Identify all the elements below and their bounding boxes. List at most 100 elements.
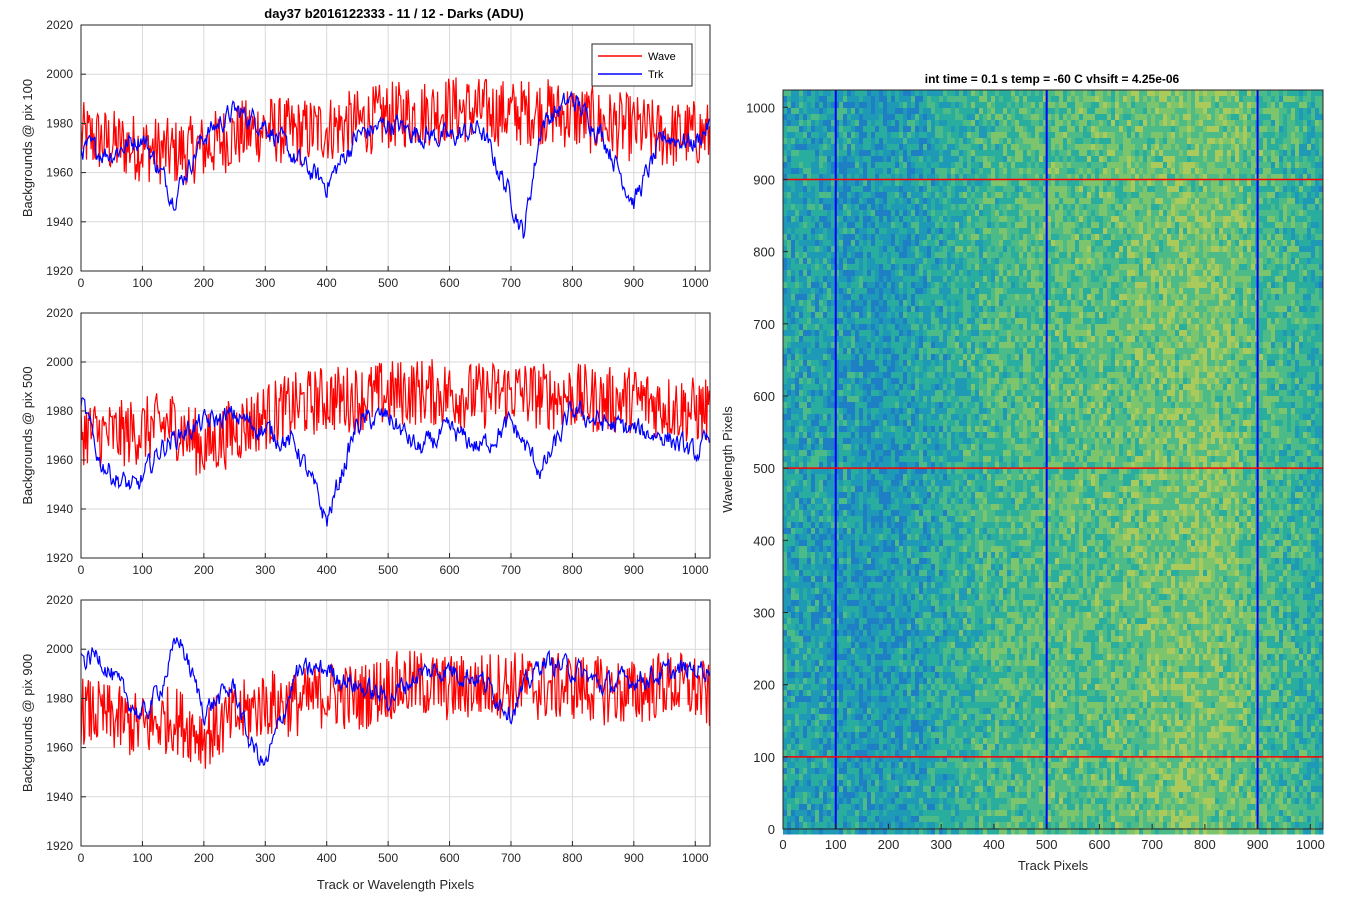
axes-box	[80, 24, 711, 272]
heatmap-y-axis-label: Wavelength Pixels	[720, 406, 735, 513]
x-tick-label: 400	[317, 276, 337, 290]
heatmap-x-tick-label: 800	[1194, 837, 1216, 852]
series-line-trk	[81, 90, 710, 239]
x-tick-label: 100	[132, 851, 152, 865]
legend: Wave Trk	[591, 43, 693, 87]
y-tick-label: 2000	[46, 67, 73, 81]
line-panels: 0 100 200 300 400 500 600 700 800 900 100019201940…	[20, 18, 711, 892]
plot-area	[81, 600, 710, 846]
y-tick-label: 2020	[46, 306, 73, 320]
series-line-wave	[81, 77, 710, 185]
y-tick-label: 1920	[46, 551, 73, 565]
heatmap-image	[783, 90, 1324, 835]
heatmap-x-tick-label: 600	[1089, 837, 1111, 852]
heatmap-x-tick-label: 900	[1247, 837, 1269, 852]
x-tick-label: 700	[501, 851, 521, 865]
axes-box	[80, 599, 711, 847]
y-tick-label: 1920	[46, 839, 73, 853]
x-tick-label: 800	[562, 563, 582, 577]
y-tick-label: 1980	[46, 116, 73, 130]
x-tick-label: 700	[501, 563, 521, 577]
heatmap-y-tick-label: 400	[753, 533, 775, 548]
y-tick-label: 2020	[46, 593, 73, 607]
heatmap-y-tick-label: 200	[753, 678, 775, 693]
x-tick-label: 200	[194, 851, 214, 865]
y-axis-label: Backgrounds @ pix 500	[20, 366, 35, 504]
heatmap-panel: int time = 0.1 s temp = -60 C vhsift = 4…	[720, 72, 1325, 873]
y-tick-label: 1920	[46, 264, 73, 278]
y-tick-label: 1980	[46, 691, 73, 705]
x-tick-label: 1000	[682, 276, 709, 290]
x-tick-label: 100	[132, 563, 152, 577]
series-line-trk	[81, 637, 710, 766]
x-tick-label: 900	[624, 276, 644, 290]
x-tick-label: 300	[255, 276, 275, 290]
y-axis-label: Backgrounds @ pix 900	[20, 654, 35, 792]
heatmap-x-tick-label: 1000	[1296, 837, 1325, 852]
heatmap-x-tick-label: 0	[779, 837, 786, 852]
heatmap-x-tick-label: 300	[930, 837, 952, 852]
x-tick-label: 800	[562, 851, 582, 865]
x-tick-label: 0	[78, 851, 85, 865]
x-tick-label: 200	[194, 276, 214, 290]
heatmap-y-tick-label: 500	[753, 461, 775, 476]
legend-label-trk: Trk	[648, 69, 664, 81]
x-tick-label: 200	[194, 563, 214, 577]
x-tick-label: 1000	[682, 851, 709, 865]
x-tick-label: 1000	[682, 563, 709, 577]
heatmap-y-tick-label: 0	[768, 822, 775, 837]
y-tick-label: 1960	[46, 453, 73, 467]
x-tick-label: 500	[378, 276, 398, 290]
x-tick-label: 0	[78, 563, 85, 577]
y-tick-label: 1940	[46, 790, 73, 804]
x-tick-label: 500	[378, 851, 398, 865]
line-panel-3: 0 100 200 300 400 500 600 700 800 900 1000 1920 1940…	[20, 593, 711, 892]
y-tick-label: 2000	[46, 355, 73, 369]
heatmap-x-tick-label: 700	[1141, 837, 1163, 852]
heatmap-y-tick-label: 1000	[746, 100, 775, 115]
x-tick-label: 900	[624, 563, 644, 577]
x-tick-label: 500	[378, 563, 398, 577]
heatmap-x-tick-label: 500	[1036, 837, 1058, 852]
x-tick-label: 400	[317, 851, 337, 865]
heatmap-y-tick-label: 700	[753, 317, 775, 332]
x-tick-label: 700	[501, 276, 521, 290]
x-axis-label: Track or Wavelength Pixels	[317, 877, 475, 892]
y-tick-label: 1940	[46, 502, 73, 516]
heatmap-y-tick-label: 800	[753, 245, 775, 260]
heatmap-x-tick-label: 400	[983, 837, 1005, 852]
x-tick-label: 600	[440, 276, 460, 290]
figure-title: day37 b2016122333 - 11 / 12 - Darks (ADU…	[264, 6, 523, 21]
legend-label-wave: Wave	[648, 51, 676, 63]
x-tick-label: 900	[624, 851, 644, 865]
heatmap-x-tick-label: 200	[878, 837, 900, 852]
y-tick-label: 1960	[46, 741, 73, 755]
y-axis-label: Backgrounds @ pix 100	[20, 79, 35, 217]
x-tick-label: 300	[255, 851, 275, 865]
heatmap-x-axis-label: Track Pixels	[1018, 858, 1089, 873]
x-tick-label: 300	[255, 563, 275, 577]
heatmap-axes-box	[782, 89, 1324, 830]
heatmap-y-tick-label: 600	[753, 389, 775, 404]
legend-box	[591, 43, 693, 87]
axes-box	[80, 312, 711, 559]
y-tick-label: 1940	[46, 215, 73, 229]
y-tick-label: 2000	[46, 642, 73, 656]
x-tick-label: 600	[440, 563, 460, 577]
heatmap-x-tick-label: 100	[825, 837, 847, 852]
x-tick-label: 600	[440, 851, 460, 865]
line-panel-1: 0 100 200 300 400 500 600 700 800 900 1000 1920 1940…	[20, 18, 711, 290]
heatmap-y-tick-label: 100	[753, 750, 775, 765]
series-line-wave	[81, 650, 710, 769]
heatmap-y-tick-label: 300	[753, 605, 775, 620]
y-tick-label: 1960	[46, 166, 73, 180]
x-tick-label: 400	[317, 563, 337, 577]
heatmap-title: int time = 0.1 s temp = -60 C vhsift = 4…	[925, 72, 1180, 86]
y-tick-label: 2020	[46, 18, 73, 32]
series-line-trk	[81, 397, 710, 527]
line-panel-2: 0 100 200 300 400 500 600 700 800 900 1000 1920 1940…	[20, 306, 711, 577]
x-tick-label: 800	[562, 276, 582, 290]
y-tick-label: 1980	[46, 404, 73, 418]
x-tick-label: 100	[132, 276, 152, 290]
